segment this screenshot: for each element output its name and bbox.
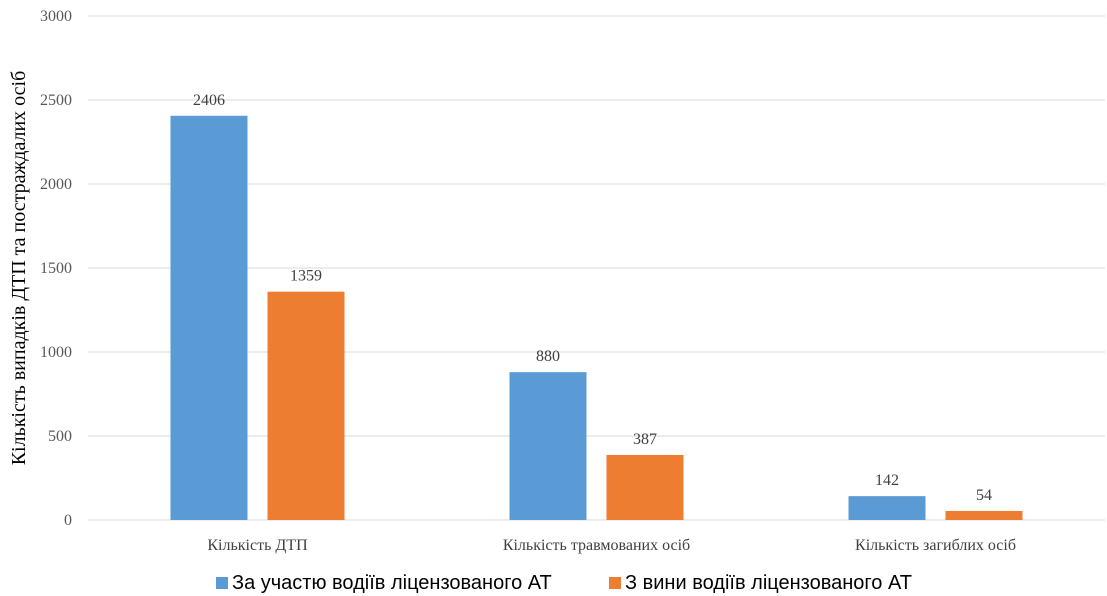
legend-swatch — [216, 577, 228, 589]
data-label: 54 — [976, 487, 992, 504]
data-label: 880 — [536, 348, 560, 365]
data-labels: 2406 1359 880 387 142 54 — [193, 92, 992, 504]
bar — [945, 510, 1023, 520]
y-tick-label: 1500 — [40, 260, 72, 277]
bar — [267, 291, 345, 520]
data-label: 2406 — [193, 92, 225, 109]
y-tick-label: 3000 — [40, 8, 72, 25]
data-label: 387 — [633, 431, 657, 448]
legend-label: За участю водіїв ліцензованого АТ — [232, 572, 552, 594]
y-tick-label: 1000 — [40, 344, 72, 361]
legend: За участю водіїв ліцензованого АТ З вини … — [216, 572, 912, 594]
data-label: 142 — [875, 472, 899, 489]
y-tick-label: 500 — [48, 428, 72, 445]
y-tick-label: 2500 — [40, 92, 72, 109]
y-tick-label: 0 — [64, 512, 72, 529]
data-label: 1359 — [290, 268, 322, 285]
legend-swatch — [609, 577, 621, 589]
bar — [606, 454, 684, 520]
bar — [848, 496, 926, 520]
x-category-label: Кількість ДТП — [207, 537, 308, 554]
y-tick-label: 2000 — [40, 176, 72, 193]
category-labels: Кількість ДТП Кількість травмованих осіб К… — [207, 537, 1016, 554]
bar — [509, 372, 587, 520]
bars — [170, 115, 1023, 521]
y-axis-ticks: 0 500 1000 1500 2000 2500 3000 — [40, 8, 72, 529]
bar — [170, 115, 248, 521]
gridlines — [88, 15, 1105, 521]
legend-label: З вини водіїв ліцензованого АТ — [625, 572, 912, 594]
x-category-label: Кількість загиблих осіб — [855, 537, 1016, 554]
x-category-label: Кількість травмованих осіб — [503, 537, 690, 554]
y-axis-title: Кількість випадків ДТП та постраждалих о… — [8, 71, 30, 466]
